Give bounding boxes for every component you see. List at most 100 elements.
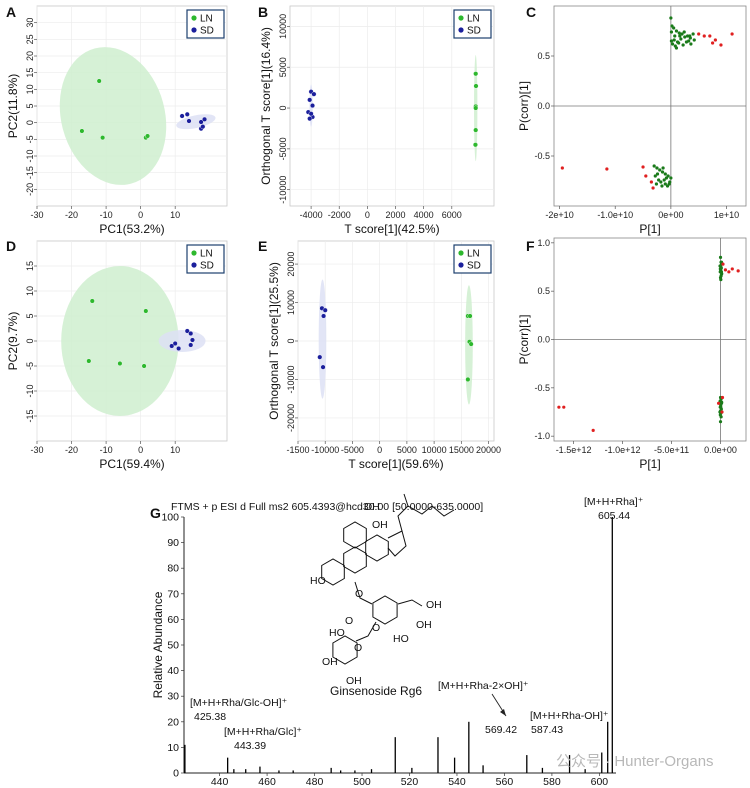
point-negative (663, 182, 667, 186)
y-tick-label: 70 (167, 588, 179, 600)
y-axis-label: Orthogonal T score[1](25.5%) (267, 262, 281, 420)
y-tick-label: 10 (25, 286, 35, 296)
structure-atom-label: OH (372, 519, 388, 531)
x-tick-label: 0 (138, 210, 143, 220)
peak-annotation: [M+H+Rha/Glc-OH]⁺ (190, 697, 287, 709)
y-tick-label: 80 (167, 563, 179, 575)
ring-d (365, 534, 389, 562)
panel-label: D (6, 238, 16, 254)
point-positive (680, 32, 684, 36)
legend-marker-sd (458, 262, 464, 268)
point-positive (669, 39, 674, 43)
y-tick-label: 10 (167, 742, 179, 754)
point-positive-red (736, 269, 740, 273)
structure-atom-label: OH (426, 599, 442, 611)
ch2oh (397, 599, 423, 607)
y-tick-label: -20 (25, 183, 35, 196)
point-positive (672, 38, 676, 42)
y-tick-label: 15 (25, 261, 35, 271)
x-tick-label: 15000 (449, 445, 474, 455)
point-positive (677, 41, 681, 45)
legend-entry-sd: SD (467, 26, 481, 37)
y-tick-label: 50 (167, 640, 179, 652)
point-negative (652, 164, 656, 168)
point-negative (661, 166, 665, 170)
point-sd (317, 354, 323, 360)
panel-label: A (6, 4, 16, 20)
x-tick-label: 0.0e+00 (704, 445, 737, 455)
legend-box (186, 244, 225, 274)
point-negative (663, 172, 667, 176)
point-sd (310, 103, 316, 109)
x-tick-label: -5.0e+11 (654, 445, 689, 455)
ring-b (343, 546, 367, 574)
structure-atom-label: O (345, 615, 353, 627)
point-positive-red (697, 32, 701, 36)
y-tick-label: 30 (25, 18, 35, 28)
legend-entry-ln: LN (467, 14, 480, 25)
point-sd (188, 342, 194, 348)
legend-marker-sd (458, 27, 464, 33)
y-tick-label: 5 (25, 103, 35, 108)
legend-marker-ln (191, 15, 197, 21)
point-positive (677, 31, 681, 35)
point-negative-red (651, 186, 655, 190)
y-tick-label: 5 (25, 313, 35, 318)
panel-label: B (258, 4, 268, 20)
legend-marker-sd (191, 27, 197, 33)
x-tick-label: 0 (377, 445, 382, 455)
structure-atom-label: O (354, 642, 362, 654)
point-negative-red (557, 405, 561, 409)
point-positive-red (721, 262, 725, 266)
point-positive (673, 34, 677, 38)
x-tick-label: -1500 (286, 445, 309, 455)
point-positive (678, 34, 682, 38)
x-axis-label: P[1] (639, 457, 660, 471)
structure-atom-label: OH (322, 656, 338, 668)
point-sd (307, 97, 313, 103)
x-tick-label: 10 (170, 445, 180, 455)
y-axis-label: Orthogonal T score[1](16.4%) (259, 27, 273, 185)
confidence-ellipse-sd (318, 279, 327, 399)
panel-label: E (258, 238, 267, 254)
x-axis-label: T score[1](59.6%) (348, 457, 443, 471)
x-tick-label: 1e+10 (714, 210, 739, 220)
y-tick-label: 0.0 (537, 101, 550, 111)
legend-entry-sd: SD (467, 261, 481, 272)
point-negative-red (591, 428, 595, 432)
point-positive-red (713, 38, 717, 42)
point-negative-red (716, 401, 721, 405)
point-negative (664, 176, 669, 180)
glyco-link-2 (355, 621, 377, 642)
point-sd (321, 313, 327, 319)
point-negative (659, 180, 663, 184)
point-positive (672, 26, 676, 30)
y-tick-label: 20 (167, 716, 179, 728)
point-sd (308, 111, 314, 117)
point-negative (668, 180, 672, 184)
point-positive-red (730, 32, 734, 36)
point-sd (176, 346, 182, 352)
point-negative (655, 172, 660, 176)
point-ln (143, 308, 149, 314)
point-negative (653, 174, 657, 178)
point-ln (145, 133, 151, 139)
point-positive-red (727, 270, 731, 274)
point-ln (473, 127, 479, 133)
x-tick-label: 460 (258, 776, 276, 788)
point-negative-red (605, 167, 609, 171)
y-tick-label: -10000 (278, 176, 288, 204)
panel-a: A -20 -15 -10 -5 0 5 10 15 20 25 30 -30 -20 -10 0 10 PC1(… (6, 4, 228, 236)
plot-frame (289, 5, 495, 207)
y-tick-label: 20 (25, 51, 35, 61)
structure-atom-label: O (355, 588, 363, 600)
x-tick-label: 0 (138, 445, 143, 455)
legend-entry-ln: LN (467, 249, 480, 260)
peak-mz-value: 569.42 (485, 724, 517, 736)
point-sd (322, 307, 328, 313)
point-negative-red (560, 166, 564, 170)
confidence-ellipse-sd (158, 330, 206, 352)
y-tick-label: 90 (167, 537, 179, 549)
point-positive (679, 37, 683, 41)
